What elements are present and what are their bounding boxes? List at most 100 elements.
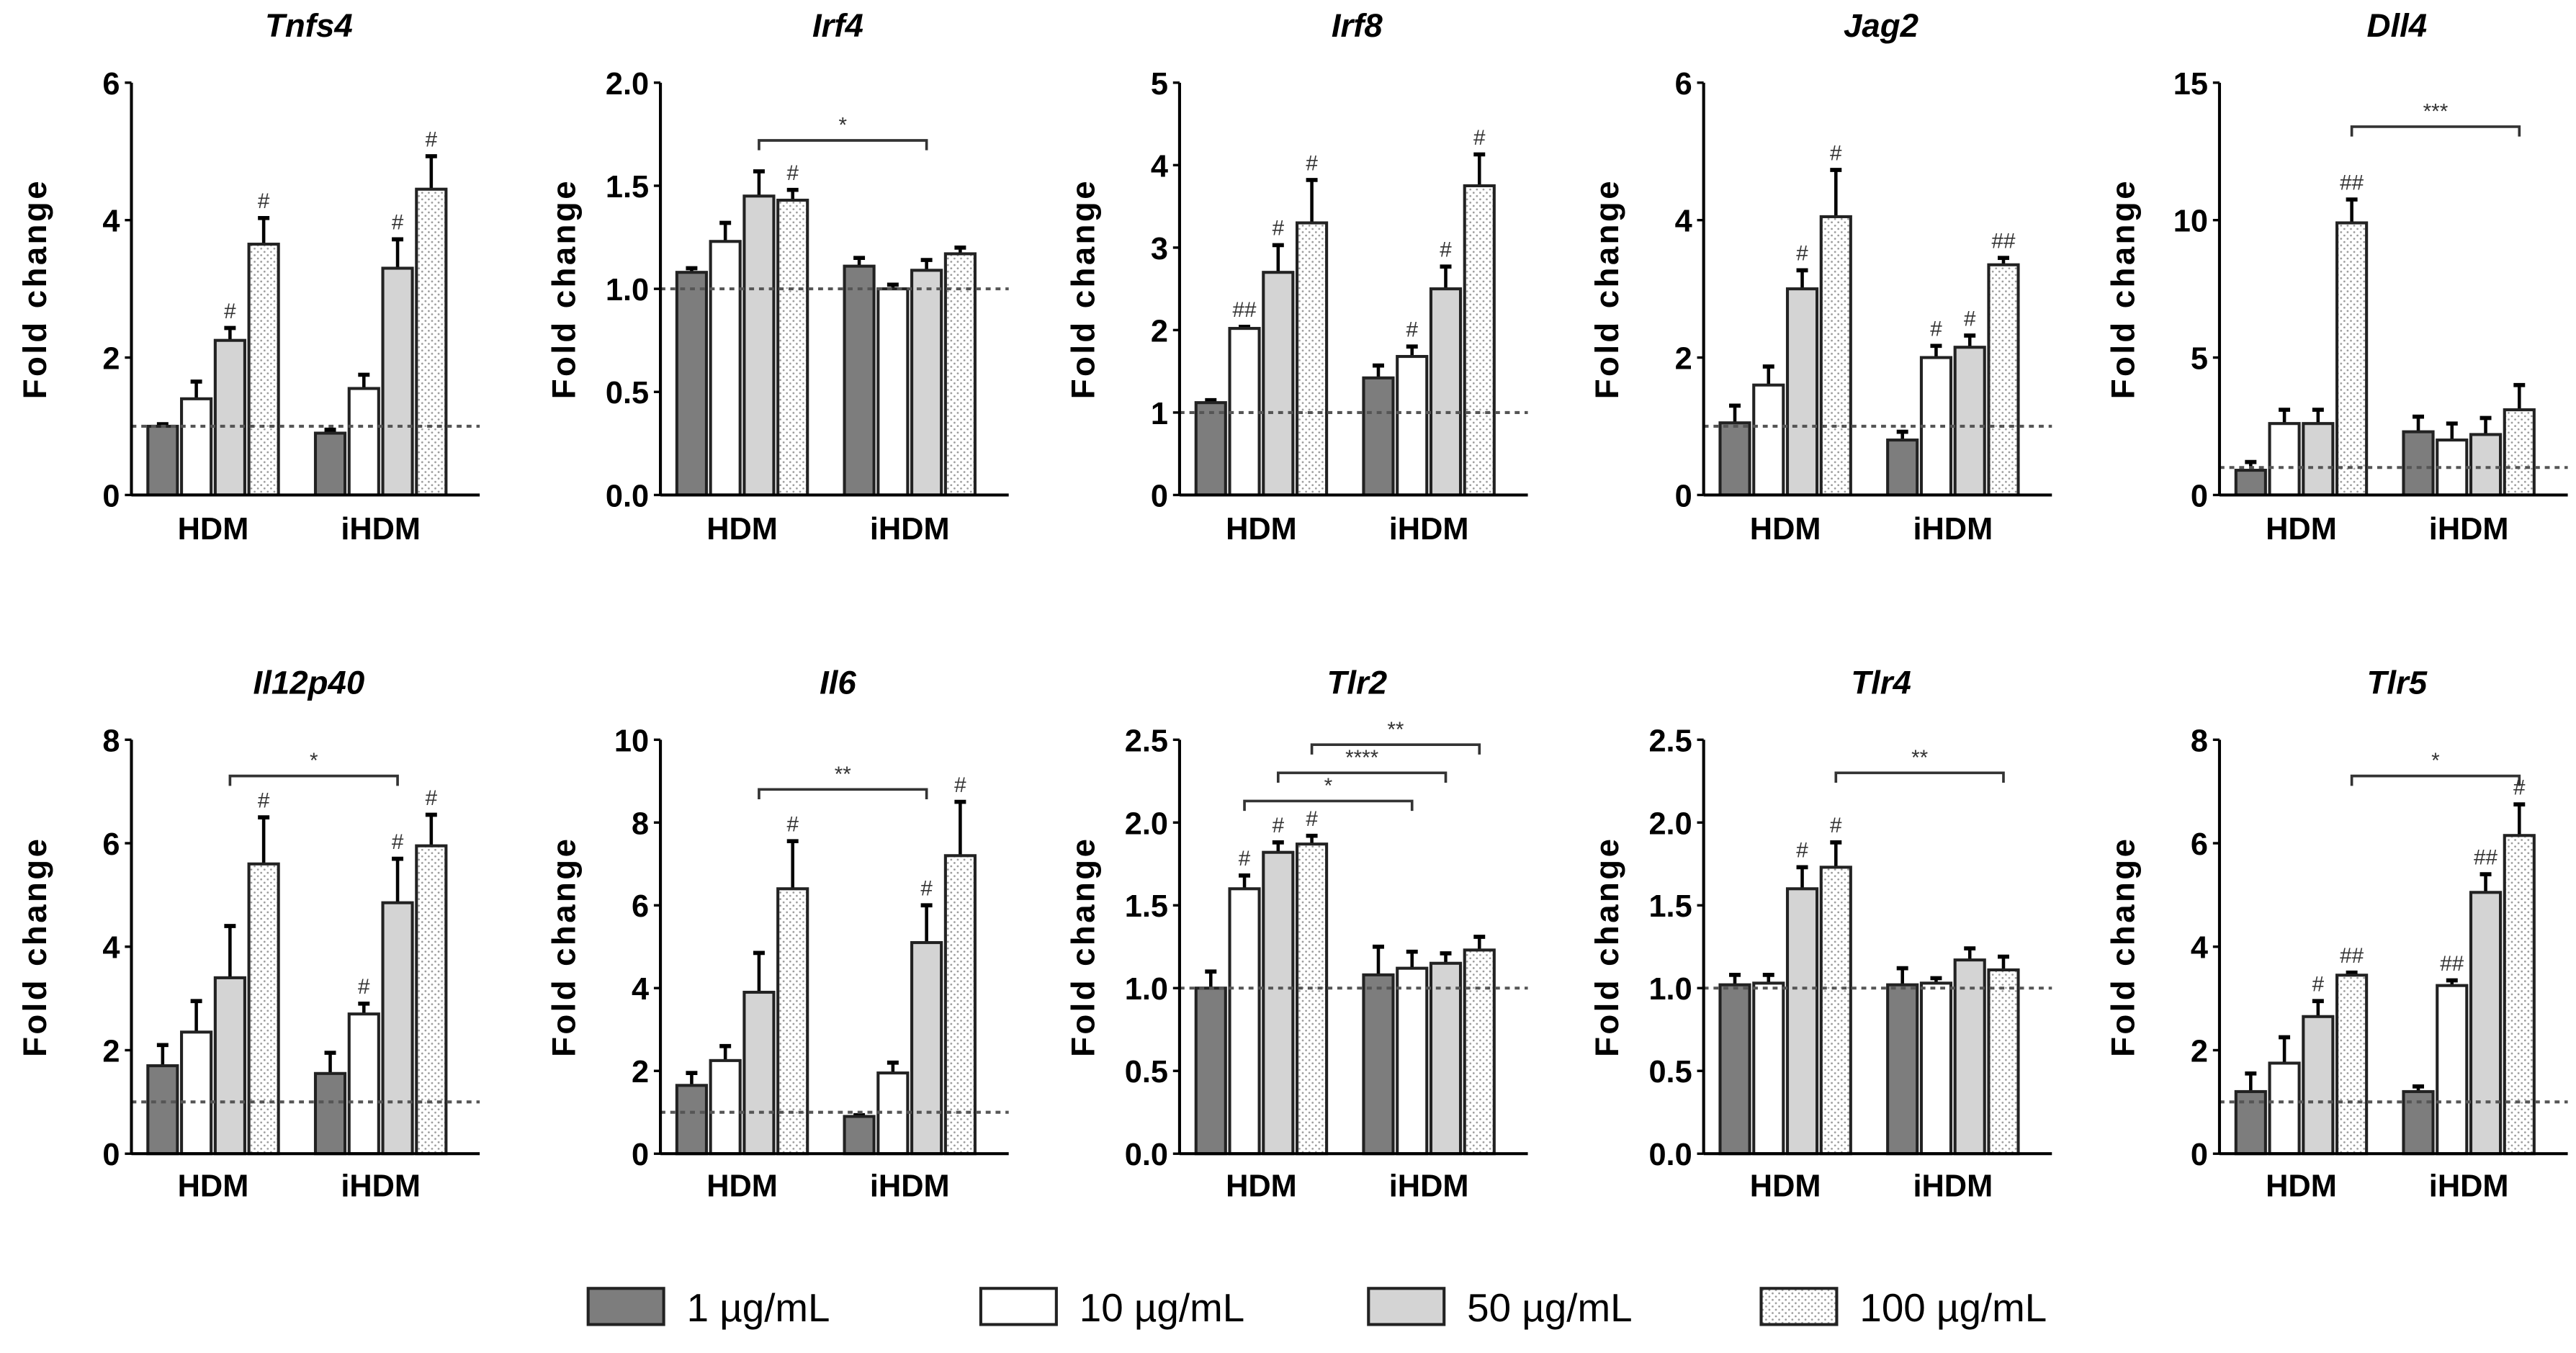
significance-bracket — [2350, 774, 2521, 786]
panel-title: Il12p40 — [253, 664, 365, 701]
y-tick-label: 5 — [2191, 342, 2208, 377]
significance-mark: # — [1440, 238, 1452, 262]
significance-bracket — [1276, 771, 1448, 783]
bar-hdm-s1 — [2268, 1061, 2301, 1156]
significance-mark: # — [1964, 307, 1976, 331]
bar-ihdm-s0 — [1362, 973, 1395, 1156]
bracket-label: ** — [1911, 746, 1929, 770]
bar-ihdm-s1 — [2436, 439, 2469, 497]
legend-swatch — [1367, 1287, 1446, 1326]
bar-hdm-s2 — [1785, 887, 1819, 1156]
y-tick-label: 0.5 — [606, 376, 649, 410]
bar-ihdm-s2 — [381, 901, 414, 1156]
panel-tlr4: Tlr4 Fold change 0.0 0.5 1.0 1.5 2.0 2.5 # # HDM iH… — [1589, 664, 2052, 1204]
y-tick-label: 0 — [2191, 1138, 2208, 1172]
bar-ihdm-s3 — [2503, 834, 2536, 1156]
significance-mark: # — [426, 786, 438, 810]
bar-ihdm-s1 — [1919, 356, 1953, 497]
bar-ihdm-s3 — [415, 844, 448, 1156]
y-tick-label: 5 — [1151, 67, 1168, 102]
y-tick-label: 10 — [614, 724, 649, 758]
significance-mark: # — [258, 788, 270, 812]
bar-hdm-s3 — [1819, 215, 1852, 497]
y-tick-label: 2.5 — [1125, 724, 1168, 758]
y-axis-label: Fold change — [2104, 179, 2141, 399]
bar-ihdm-s3 — [1987, 968, 2020, 1156]
y-tick-label: 0.5 — [1648, 1055, 1692, 1089]
x-tick-label: iHDM — [341, 1169, 421, 1204]
y-tick-label: 1.5 — [606, 170, 649, 204]
significance-mark: ## — [2474, 845, 2498, 869]
panel-title: Irf8 — [1332, 7, 1383, 44]
panel-title: Tlr4 — [1851, 664, 1911, 701]
bar-hdm-s1 — [709, 1058, 742, 1156]
y-tick-label: 4 — [102, 931, 120, 966]
legend: 1 µg/mL 10 µg/mL 50 µg/mL 100 µg/mL — [586, 1285, 2047, 1330]
bar-ihdm-s3 — [1463, 948, 1496, 1156]
panel-tlr2: Tlr2 Fold change 0.0 0.5 1.0 1.5 2.0 2.5 # # # HDM i… — [1064, 664, 1528, 1204]
y-axis-label: Fold change — [545, 179, 582, 399]
panel-irf4: Irf4 Fold change 0.0 0.5 1.0 1.5 2.0 # HDM iHDM * — [545, 7, 1009, 547]
bar-ihdm-s2 — [910, 940, 943, 1156]
y-axis-label: Fold change — [1589, 179, 1625, 399]
significance-mark: # — [920, 877, 933, 901]
y-axis-label: Fold change — [1064, 837, 1101, 1057]
bar-hdm-s0 — [1718, 421, 1751, 497]
bar-ihdm-s1 — [876, 1071, 910, 1156]
panel-title: Jag2 — [1844, 7, 1918, 44]
significance-mark: # — [1830, 141, 1842, 165]
x-tick-label: HDM — [706, 512, 778, 547]
y-tick-label: 2.0 — [1125, 806, 1168, 841]
bar-hdm-s3 — [1295, 842, 1329, 1156]
y-tick-label: 2 — [102, 342, 120, 377]
x-tick-label: HDM — [1226, 1169, 1297, 1204]
bar-hdm-s1 — [1752, 383, 1785, 497]
bar-hdm-s1 — [1752, 981, 1785, 1156]
legend-item-2: 50 µg/mL — [1367, 1285, 1633, 1330]
x-tick-label: iHDM — [2429, 1169, 2509, 1204]
significance-bracket — [1834, 771, 2005, 783]
y-axis-label: Fold change — [17, 837, 53, 1057]
panel-dll4: Dll4 Fold change 0 5 10 15 ## HDM iHDM *** — [2104, 7, 2568, 547]
bar-hdm-s1 — [180, 397, 213, 497]
significance-mark: # — [954, 773, 966, 797]
significance-mark: # — [358, 975, 370, 999]
y-tick-label: 6 — [102, 67, 120, 102]
y-tick-label: 4 — [1151, 149, 1168, 184]
bar-ihdm-s0 — [843, 1115, 876, 1156]
significance-bracket — [2350, 125, 2521, 137]
bar-ihdm-s2 — [1429, 961, 1463, 1156]
y-tick-label: 6 — [102, 827, 120, 862]
x-tick-label: HDM — [178, 512, 249, 547]
y-tick-label: 0 — [2191, 479, 2208, 513]
significance-mark: # — [1830, 814, 1842, 837]
significance-bracket — [1310, 743, 1481, 755]
panel-title: Tnfs4 — [265, 7, 353, 44]
x-tick-label: iHDM — [341, 512, 421, 547]
bar-hdm-s3 — [776, 887, 809, 1156]
bar-hdm-s1 — [709, 240, 742, 497]
x-tick-label: iHDM — [1913, 1169, 1993, 1204]
bracket-label: **** — [1345, 746, 1379, 770]
bar-ihdm-s1 — [347, 1012, 380, 1156]
y-tick-label: 1 — [1151, 397, 1168, 431]
significance-mark: # — [224, 300, 236, 323]
x-tick-label: iHDM — [1389, 1169, 1469, 1204]
x-tick-label: iHDM — [870, 512, 950, 547]
x-tick-label: HDM — [1750, 512, 1821, 547]
bar-ihdm-s1 — [876, 287, 910, 497]
significance-mark: # — [1273, 814, 1285, 837]
significance-mark: ## — [1233, 298, 1257, 322]
panel-tnfs4: Tnfs4 Fold change 0 2 4 6 # # HDM # # iHDM — [17, 7, 480, 547]
significance-mark: # — [258, 189, 270, 213]
bar-ihdm-s3 — [1987, 263, 2020, 497]
bar-hdm-s2 — [742, 990, 776, 1156]
bar-hdm-s2 — [1262, 271, 1295, 497]
bar-ihdm-s3 — [2503, 408, 2536, 497]
y-tick-label: 3 — [1151, 232, 1168, 266]
y-tick-label: 0 — [102, 1138, 120, 1172]
significance-mark: # — [392, 211, 404, 235]
bracket-label: * — [1324, 774, 1333, 798]
panel-title: Dll4 — [2367, 7, 2428, 44]
y-tick-label: 2 — [1675, 342, 1692, 377]
